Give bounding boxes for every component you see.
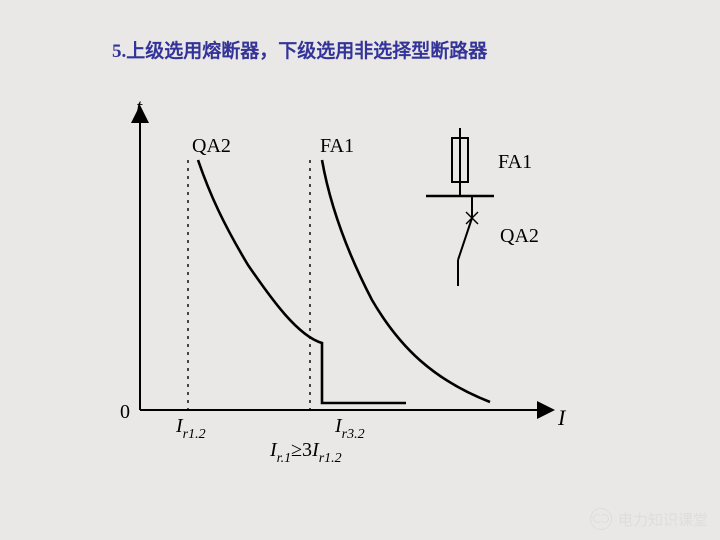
watermark: 电力知识课堂 xyxy=(590,508,708,530)
y-axis-label: t xyxy=(136,94,143,119)
wechat-icon xyxy=(590,508,612,530)
watermark-text: 电力知识课堂 xyxy=(618,509,708,530)
curve-label-qa2: QA2 xyxy=(192,135,231,157)
circuit-label-qa2: QA2 xyxy=(500,225,539,247)
xlabel-ir12: Ir1.2 xyxy=(175,415,206,442)
xlabel-ir32: Ir3.2 xyxy=(334,415,365,442)
x-axis-label: I xyxy=(557,405,567,430)
circuit-label-fa1: FA1 xyxy=(498,151,532,173)
diagram-svg: t I 0 QA2 FA1 Ir1.2 Ir3.2 Ir.1≥3Ir1.2 FA… xyxy=(0,0,720,540)
curve-label-fa1: FA1 xyxy=(320,135,354,157)
origin-label: 0 xyxy=(120,401,130,423)
circuit-diagram: FA1 QA2 xyxy=(426,128,539,286)
curve-qa2 xyxy=(198,160,406,403)
inequality-label: Ir.1≥3Ir1.2 xyxy=(269,439,342,466)
